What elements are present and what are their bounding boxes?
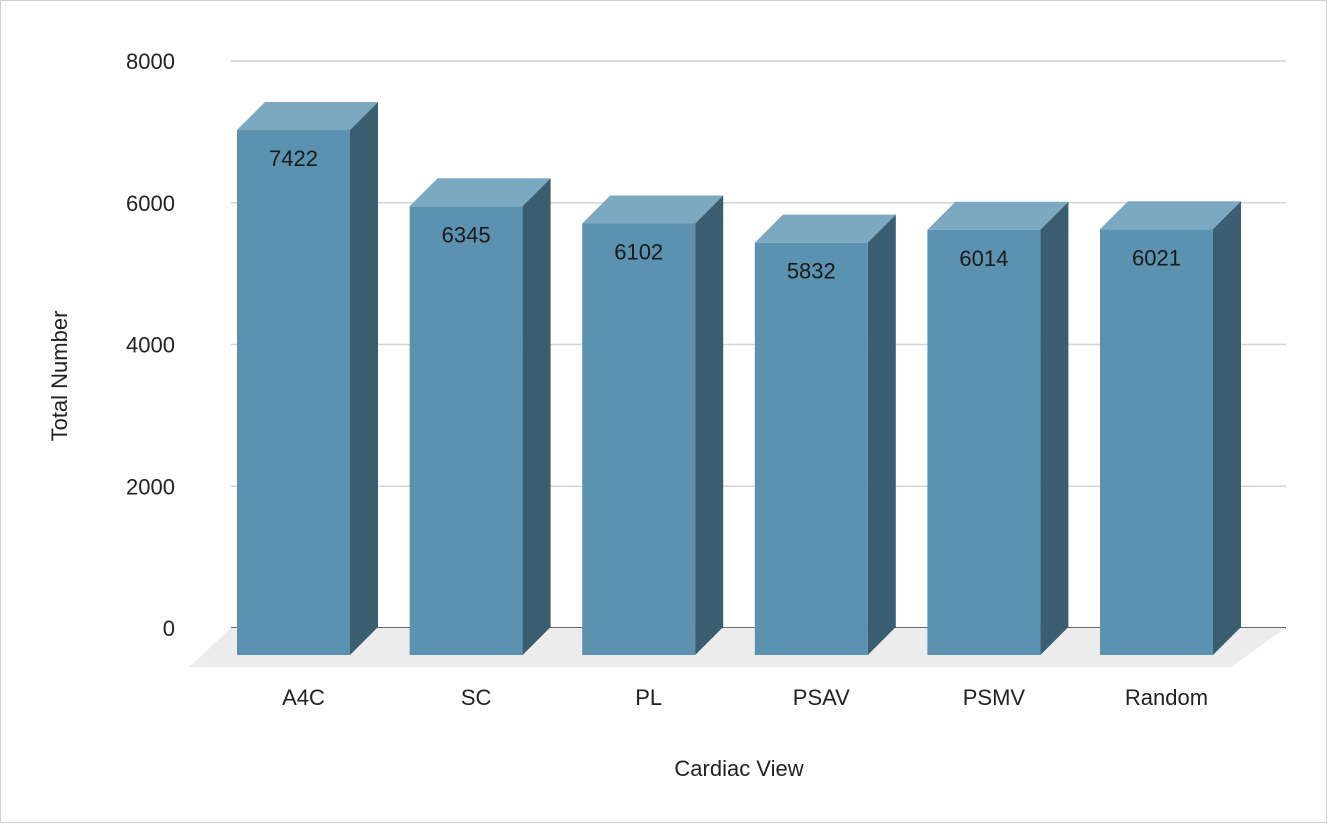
bar-top [754, 214, 896, 243]
x-tick-label: PSAV [793, 685, 850, 710]
bar-front [754, 242, 868, 656]
x-tick-label: A4C [282, 685, 325, 710]
bar-top [237, 101, 378, 130]
x-tick-label: Random [1125, 685, 1208, 710]
bars [237, 101, 1241, 656]
bar [237, 101, 378, 655]
bar-front [237, 129, 350, 655]
bar [754, 214, 896, 656]
bar-front [927, 229, 1041, 655]
bar-top [409, 178, 551, 207]
y-tick-label: 6000 [126, 191, 175, 216]
bar [582, 195, 724, 655]
bar-side [1213, 201, 1241, 655]
bar-side [350, 101, 378, 655]
y-tick-label: 8000 [126, 49, 175, 74]
bar-front [582, 223, 696, 655]
x-tick-label: PSMV [963, 685, 1026, 710]
bar-side [695, 195, 724, 655]
data-label: 6014 [959, 246, 1008, 271]
bar-side [867, 214, 896, 656]
bar-top [1100, 201, 1241, 230]
data-label: 6345 [442, 222, 491, 247]
y-tick-label: 2000 [126, 474, 175, 499]
bar-top [582, 195, 724, 224]
bar-front [409, 206, 523, 655]
bar [409, 178, 551, 655]
data-label: 6102 [614, 240, 663, 265]
data-labels: 7422 6345 6102 5832 6014 6021 [269, 146, 1181, 284]
bar-side [522, 178, 551, 655]
data-label: 6021 [1132, 245, 1181, 270]
bar [1100, 201, 1241, 655]
bar-side [1040, 201, 1069, 655]
y-tick-label: 0 [163, 616, 175, 641]
bar-top [927, 201, 1069, 230]
x-axis-ticks: A4C SC PL PSAV PSMV Random [282, 685, 1208, 710]
bar [927, 201, 1069, 655]
y-axis-ticks: 0 2000 4000 6000 8000 [126, 49, 175, 641]
bar-front [1100, 229, 1213, 655]
x-tick-label: PL [635, 685, 662, 710]
data-label: 7422 [269, 146, 318, 171]
y-tick-label: 4000 [126, 333, 175, 358]
y-axis-title: Total Number [47, 311, 72, 442]
x-axis-title: Cardiac View [674, 756, 803, 781]
data-label: 5832 [787, 259, 836, 284]
x-tick-label: SC [461, 685, 492, 710]
